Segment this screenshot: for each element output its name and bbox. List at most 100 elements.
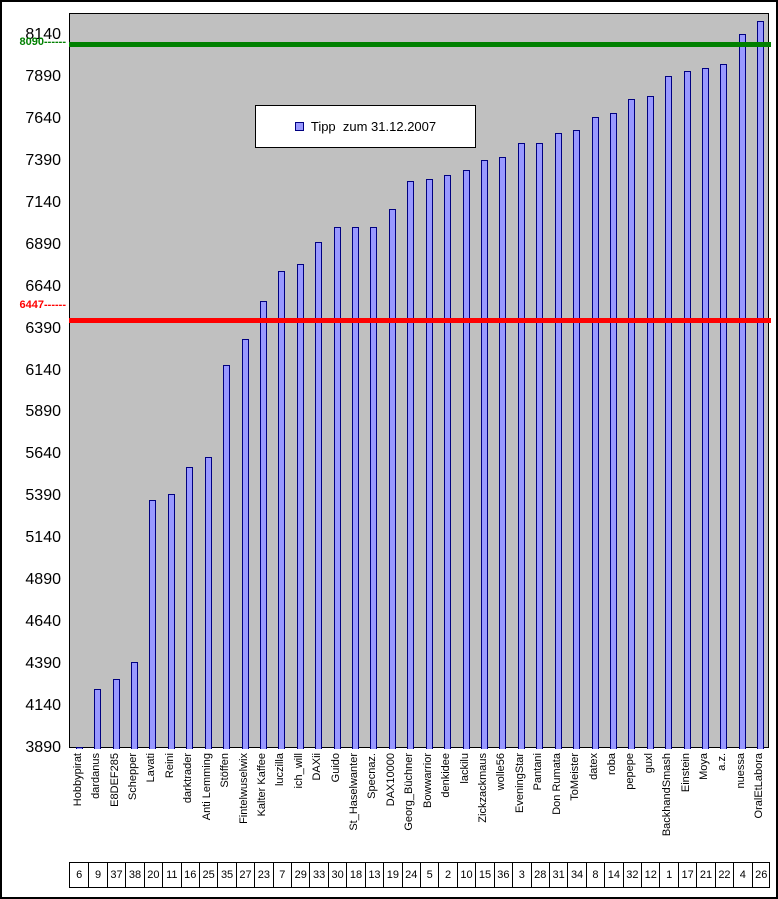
y-axis-tick-label: 5140	[25, 529, 61, 547]
rank-cell: 33	[309, 863, 327, 887]
bar-BackhandSmash	[665, 76, 673, 749]
rank-cell: 4	[733, 863, 751, 887]
x-axis-label-ich_will: ich_will	[292, 753, 305, 789]
legend-label: Tipp zum 31.12.2007	[310, 119, 437, 134]
rank-cell: 1	[659, 863, 677, 887]
legend-series-swatch	[294, 122, 304, 131]
bar-Fintelwuselwix	[241, 338, 249, 749]
x-axis-labels: Hobbypirat dardanus E8DEF285 Schepper Lavati…	[69, 751, 769, 861]
y-axis-tick-label: 5890	[25, 403, 61, 421]
x-axis-label-Pantani: Pantani	[532, 753, 545, 791]
bar-Bowwarrior	[425, 178, 433, 749]
bar-dardanus	[94, 688, 102, 749]
bar-lackilu	[462, 170, 470, 749]
y-axis-tick-label: 7390	[25, 151, 61, 169]
bar-OralEtLabora	[757, 20, 765, 749]
x-axis-label-DAX10000: DAX10000	[384, 753, 397, 807]
bar-nuessa	[738, 34, 746, 749]
bar-St_Haselwanter	[352, 227, 360, 749]
x-axis-label-dardanus: dardanus	[90, 753, 103, 799]
y-axis-tick-label: 6640	[25, 277, 61, 295]
rank-cell: 30	[327, 863, 346, 887]
x-axis-label-E8DEF285: E8DEF285	[108, 753, 121, 807]
bar-wolle56	[499, 156, 507, 749]
x-axis-label-BackhandSmash: BackhandSmash	[661, 753, 674, 837]
rank-cell: 16	[180, 863, 199, 887]
rank-cell: 5	[420, 863, 438, 887]
y-axis-tick-label: 4640	[25, 613, 61, 631]
rank-cell: 25	[198, 863, 217, 887]
y-axis-tick-label: 4390	[25, 655, 61, 673]
x-axis-label-Reini: Reini	[163, 753, 176, 779]
rank-cell: 15	[475, 863, 493, 887]
x-axis-label-Lavati: Lavati	[145, 753, 158, 783]
y-axis-tick-label: 6890	[25, 235, 61, 253]
bar-Zickzackmaus	[480, 160, 488, 749]
bar-Pantani	[536, 143, 544, 749]
bar-Lavati	[149, 499, 157, 749]
bar-Guido	[333, 227, 341, 749]
y-axis-tick-label: 7140	[25, 193, 61, 211]
x-axis-label-datex: datex	[587, 753, 600, 780]
bar-denkidee	[444, 175, 452, 749]
rank-cell: 31	[548, 863, 567, 887]
rank-cell: 7	[272, 863, 291, 887]
bar-Stöffen	[223, 364, 231, 749]
bar-Anti Lemming	[204, 457, 212, 749]
rank-cell: 2	[438, 863, 456, 887]
bar-guxl	[646, 96, 654, 749]
rank-cell: 20	[143, 863, 162, 887]
bar-pepepe	[628, 98, 636, 749]
x-axis-label-lackilu: lackilu	[458, 753, 471, 784]
rank-cell: 6	[76, 869, 83, 881]
bar-Moya	[702, 67, 710, 749]
rank-cell: 22	[714, 863, 733, 887]
x-axis-label-roba: roba	[605, 753, 618, 776]
bar-DAX10000	[388, 208, 396, 749]
x-axis-label-ToMeister: ToMeister	[569, 753, 582, 801]
x-axis-label-Hobbypirat: Hobbypirat	[71, 753, 84, 807]
x-axis-label-Guido: Guido	[329, 753, 342, 783]
bar-a.z.	[720, 63, 728, 749]
rank-cell: 36	[493, 863, 512, 887]
rank-cell: 21	[696, 863, 714, 887]
bar-E8DEF285	[112, 678, 120, 749]
bar-Kalter Kaffee	[259, 301, 267, 749]
bar-Schepper	[130, 661, 138, 749]
x-axis-label-a.z.: a.z.	[716, 753, 729, 771]
rank-cell: 12	[641, 863, 659, 887]
bar-Reini	[167, 493, 175, 749]
bar-Georg_Büchner	[407, 181, 415, 749]
x-axis-label-Einstein: Einstein	[679, 753, 692, 793]
x-axis-label-OralEtLabora: OralEtLabora	[753, 753, 766, 819]
bar-Hobbypirat	[75, 747, 83, 749]
rank-cell: 3	[512, 863, 530, 887]
rank-cell: 24	[401, 863, 420, 887]
y-axis-tick-label: 7640	[25, 109, 61, 127]
x-axis-label-Schepper: Schepper	[126, 753, 139, 801]
reference-line-label-6447: 6447------	[19, 299, 66, 312]
x-axis-label-EveningStar: EveningStar	[513, 753, 526, 813]
rank-cell: 34	[567, 863, 585, 887]
y-axis-tick-label: 5640	[25, 445, 61, 463]
x-axis-label-Zickzackmaus: Zickzackmaus	[476, 753, 489, 823]
bar-datex	[591, 116, 599, 749]
legend: Tipp zum 31.12.2007	[255, 105, 476, 148]
bar-Specnaz.	[370, 227, 378, 749]
x-axis-label-Bowwarrior: Bowwarrior	[421, 753, 434, 809]
rank-cell: 37	[106, 863, 125, 887]
x-axis-label-pepepe: pepepe	[624, 753, 637, 790]
y-axis-tick-label: 4140	[25, 697, 61, 715]
y-axis-tick-label: 6140	[25, 361, 61, 379]
rank-cell: 28	[530, 863, 549, 887]
rank-cell: 29	[291, 863, 309, 887]
reference-line-label-8090: 8090------	[19, 36, 66, 49]
bar-ich_will	[296, 264, 304, 749]
y-axis: 8140 7890 7640 7390 7140 6890 6640 6390 6140 5890…	[2, 2, 65, 762]
x-axis-label-denkidee: denkidee	[440, 753, 453, 798]
bar-DAXii	[315, 242, 323, 749]
rank-cell: 11	[162, 863, 180, 887]
rank-cell: 23	[254, 863, 272, 887]
bar-Don Rumata	[554, 133, 562, 749]
rank-cell: 9	[88, 863, 106, 887]
